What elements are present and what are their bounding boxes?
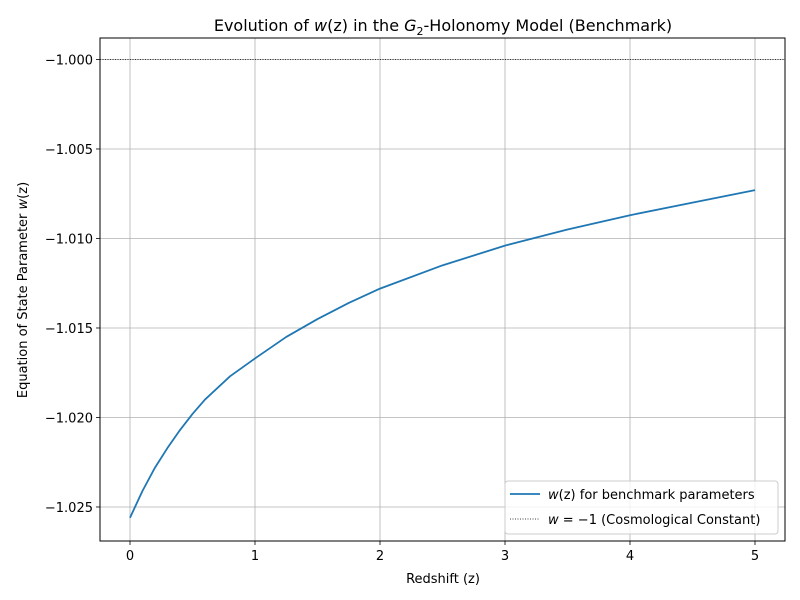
x-tick-label: 5 [751,549,759,564]
axes-frame [99,37,786,542]
legend-box [504,480,779,535]
y-tick-label: −1.025 [45,501,93,516]
x-axis-label: Redshift (z) [406,572,480,587]
y-tick-label: −1.020 [45,411,93,426]
x-tick-label: 0 [126,549,134,564]
legend-label-cosmological-constant: w = −1 (Cosmological Constant) [548,513,760,528]
x-tick-label: 4 [626,549,634,564]
y-tick-label: −1.005 [45,143,93,158]
x-tick-label: 3 [501,549,509,564]
y-tick-label: −1.010 [45,232,93,247]
legend-label-wz: w(z) for benchmark parameters [548,488,755,503]
plot-area [100,59,785,519]
series-line-wz [129,189,756,519]
axis-ticks: 0 1 2 3 4 5 −1.025 −1.020 −1.015 −1.010 −1.005 −1.0… [45,53,759,564]
y-tick-label: −1.000 [45,53,93,68]
legend: w(z) for benchmark parameters w = −1 (Co… [504,480,779,535]
y-tick-label: −1.015 [45,322,93,337]
x-tick-label: 1 [251,549,259,564]
x-tick-label: 2 [376,549,384,564]
y-axis-label: Equation of State Parameter w(z) [16,182,31,398]
chart-title: Evolution of w(z) in the G2-Holonomy Mod… [214,16,672,38]
